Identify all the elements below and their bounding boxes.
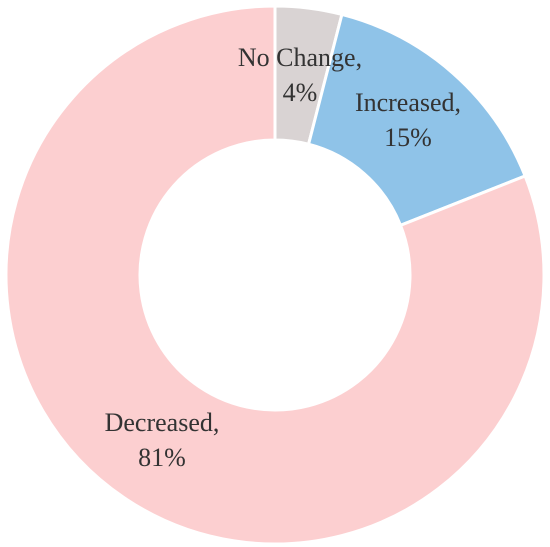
segment-label: Decreased, xyxy=(105,408,220,437)
donut-segment xyxy=(4,4,546,546)
value-label: 15% xyxy=(384,123,432,152)
value-label: 4% xyxy=(283,78,318,107)
value-label: 81% xyxy=(138,443,186,472)
segment-label: Increased, xyxy=(355,88,461,117)
segment-label: No Change, xyxy=(238,43,362,72)
donut-segment xyxy=(306,12,528,228)
